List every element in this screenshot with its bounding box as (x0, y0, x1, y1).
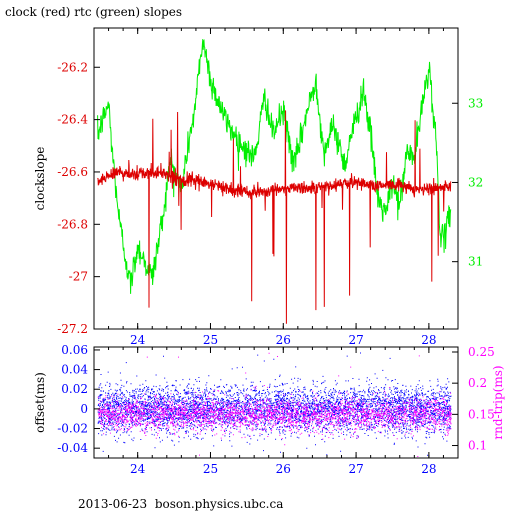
y-tick-label: -26.4 (57, 113, 88, 127)
footer-caption: 2013-06-23 boson.physics.ubc.ca (78, 497, 284, 511)
y2-tick-label: 0.1 (468, 439, 487, 453)
x-tick-label: 26 (276, 333, 291, 347)
offset-axes: 24 25 26 27 28 -0.04 -0.02 0 0.02 0.04 0.06 0.1 0.15… (33, 343, 505, 476)
y2-tick-label: 32 (468, 175, 483, 189)
slopes-panel: 24 25 26 27 28 -27.2 -27 -26.8 -26.6 -26.4 -26.2 31… (33, 27, 483, 347)
x-tick-label: 27 (348, 462, 363, 476)
x-tick-label: 28 (421, 462, 436, 476)
rtc-series (97, 39, 452, 294)
y-tick-label: -27 (69, 270, 88, 284)
y2-tick-label: 31 (468, 255, 483, 269)
y-tick-label: -0.04 (57, 441, 88, 455)
x-tick-label: 24 (130, 333, 146, 347)
y2-axis-label: rnd-trip(ms) (491, 365, 505, 439)
y-tick-label: -26.6 (57, 165, 88, 179)
slopes-frame (93, 27, 459, 330)
offset-points (97, 352, 452, 456)
x-tick-label: 25 (203, 333, 218, 347)
y-tick-label: 0.04 (61, 363, 88, 377)
offset-panel: 24 25 26 27 28 -0.04 -0.02 0 0.02 0.04 0.06 0.1 0.15… (33, 343, 505, 476)
y-tick-label: -26.2 (57, 60, 88, 74)
clock-series (97, 110, 452, 324)
offset-rndtrip-points (97, 352, 452, 457)
y-tick-label: 0.06 (61, 343, 88, 357)
clock-line (97, 110, 452, 324)
rndtrip-points (97, 352, 452, 457)
y-tick-label: 0 (80, 402, 88, 416)
slopes-axes: 24 25 26 27 28 -27.2 -27 -26.8 -26.6 -26.4 -26.2 31… (33, 28, 483, 347)
x-tick-label: 28 (421, 333, 436, 347)
y2-tick-label: 33 (468, 96, 483, 110)
y-axis-label: clockslope (33, 147, 47, 211)
x-tick-label: 25 (203, 462, 218, 476)
offset-frame (93, 346, 459, 459)
y2-tick-label: 0.2 (468, 376, 487, 390)
chart-title: clock (red) rtc (green) slopes (5, 5, 183, 19)
y2-tick-label: 0.25 (468, 345, 495, 359)
x-tick-label: 24 (130, 462, 146, 476)
x-tick-label: 26 (276, 462, 291, 476)
y-tick-label: 0.02 (61, 382, 88, 396)
y-tick-label: -26.8 (57, 217, 88, 231)
y-axis-label: offset(ms) (33, 372, 47, 433)
rtc-line (97, 39, 452, 294)
y-tick-label: -27.2 (57, 322, 88, 336)
y2-tick-label: 0.15 (468, 407, 495, 421)
x-tick-label: 27 (348, 333, 363, 347)
y-tick-label: -0.02 (57, 422, 88, 436)
